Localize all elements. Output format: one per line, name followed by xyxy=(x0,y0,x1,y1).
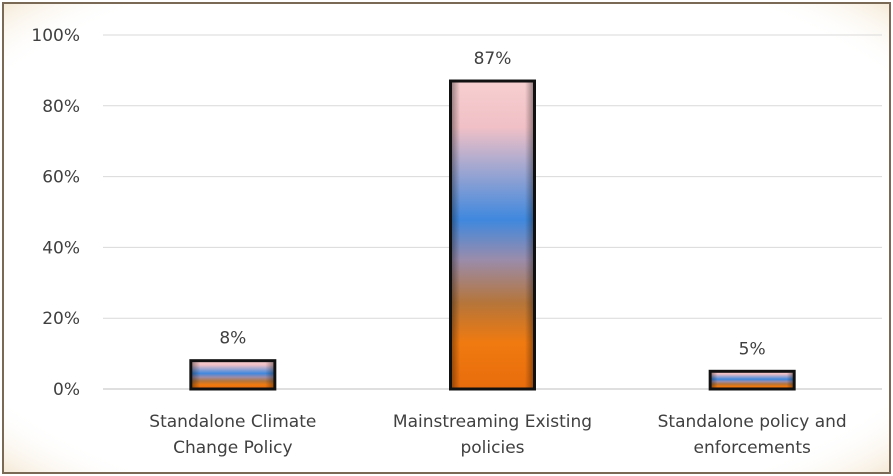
category-label: Mainstreaming Existing policies xyxy=(393,412,592,458)
bar xyxy=(449,79,536,391)
y-tick-label: 60% xyxy=(42,168,80,188)
bar xyxy=(189,359,277,391)
bar-body xyxy=(708,369,796,391)
bar-bevel-right xyxy=(265,362,274,388)
bar-body xyxy=(449,79,536,391)
y-tick-label: 40% xyxy=(42,238,80,258)
y-tick-label: 0% xyxy=(53,380,80,400)
y-tick-label: 20% xyxy=(42,309,80,329)
data-label: 87% xyxy=(474,49,512,69)
bar-bevel-left xyxy=(711,372,718,388)
bar-bevel-left xyxy=(452,82,460,388)
bar-bevel-right xyxy=(786,372,793,388)
bar xyxy=(708,369,796,391)
bar-bevel-right xyxy=(525,82,533,388)
bar-body xyxy=(189,359,277,391)
bars xyxy=(189,79,796,391)
bar-bevel-left xyxy=(192,362,201,388)
y-tick-label: 80% xyxy=(42,97,80,117)
category-label: Standalone policy and enforcements xyxy=(658,412,847,458)
data-label: 5% xyxy=(739,339,766,359)
y-axis-ticks: 0% 20% 40% 60% 80% 100% xyxy=(31,26,80,400)
data-labels: 8% 87% 5% xyxy=(219,49,765,359)
y-tick-label: 100% xyxy=(31,26,80,46)
data-label: 8% xyxy=(219,329,246,349)
x-axis-categories: Standalone Climate Change Policy Mainstrea… xyxy=(149,412,846,458)
category-label: Standalone Climate Change Policy xyxy=(149,412,316,458)
